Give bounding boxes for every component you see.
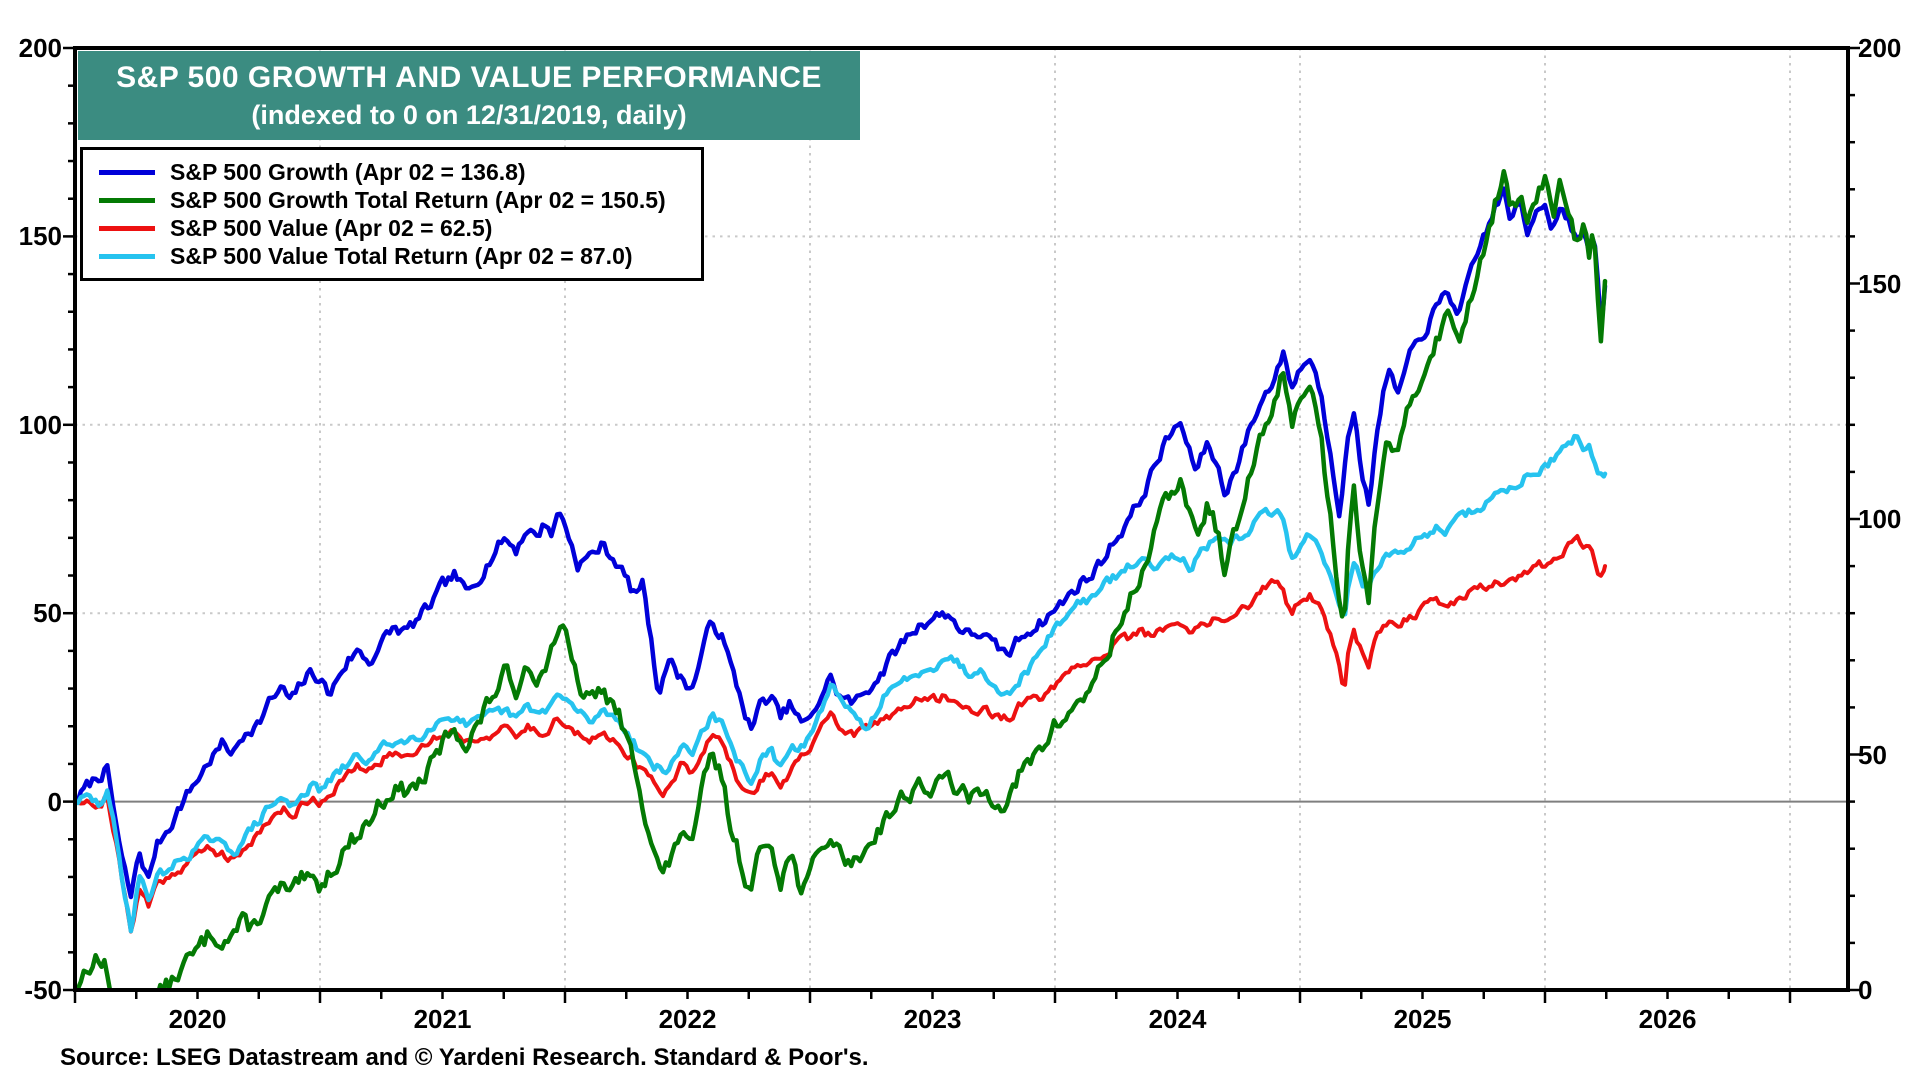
legend: S&P 500 Growth (Apr 02 = 136.8) S&P 500 …: [80, 147, 704, 281]
y-right-label-200: 200: [1858, 33, 1902, 63]
y-left-label--50: -50: [24, 975, 62, 1005]
source-note: Source: LSEG Datastream and © Yardeni Re…: [60, 1044, 869, 1071]
plot-border: [73, 46, 1850, 992]
y-left-label-200: 200: [18, 33, 62, 63]
chart-title: S&P 500 GROWTH AND VALUE PERFORMANCE: [116, 60, 822, 94]
legend-label-value-total-return: S&P 500 Value Total Return (Apr 02 = 87.…: [170, 242, 633, 269]
x-year-label-2021: 2021: [413, 1004, 472, 1034]
legend-swatch-value-total-return: [99, 253, 155, 259]
y-right-label-150: 150: [1858, 268, 1902, 299]
y-right-label-100: 100: [1858, 504, 1902, 534]
legend-label-growth: S&P 500 Growth (Apr 02 = 136.8): [170, 158, 526, 185]
series-line-s-p-500-growth-total-return: [75, 168, 1608, 990]
series-line-s-p-500-value: [75, 534, 1607, 934]
y-right-label-50: 50: [1858, 739, 1887, 770]
legend-swatch-growth: [99, 169, 155, 175]
y-left-label-0: 0: [47, 786, 62, 817]
legend-item-value: S&P 500 Value (Apr 02 = 62.5): [99, 214, 691, 242]
chart-subtitle: (indexed to 0 on 12/31/2019, daily): [251, 99, 687, 130]
x-year-label-2025: 2025: [1393, 1004, 1452, 1034]
legend-swatch-growth-total-return: [99, 197, 155, 203]
legend-swatch-value: [99, 225, 155, 231]
legend-item-growth-total-return: S&P 500 Growth Total Return (Apr 02 = 15…: [99, 186, 691, 214]
y-left-label-150: 150: [18, 221, 62, 252]
legend-label-value: S&P 500 Value (Apr 02 = 62.5): [170, 214, 493, 241]
chart-title-box: S&P 500 GROWTH AND VALUE PERFORMANCE (in…: [78, 51, 860, 140]
legend-label-growth-total-return: S&P 500 Growth Total Return (Apr 02 = 15…: [170, 186, 666, 213]
x-year-label-2026: 2026: [1638, 1004, 1697, 1034]
series-line-s-p-500-value-total-return: [75, 433, 1608, 934]
y-left-label-100: 100: [18, 409, 62, 440]
x-year-label-2020: 2020: [168, 1004, 227, 1034]
x-year-label-2023: 2023: [903, 1004, 962, 1034]
x-year-label-2024: 2024: [1148, 1004, 1207, 1034]
x-year-label-2022: 2022: [658, 1004, 717, 1034]
legend-item-value-total-return: S&P 500 Value Total Return (Apr 02 = 87.…: [99, 242, 691, 270]
y-left-label-50: 50: [33, 598, 62, 629]
legend-item-growth: S&P 500 Growth (Apr 02 = 136.8): [99, 158, 691, 186]
y-right-label-0: 0: [1858, 975, 1873, 1005]
gridlines: [75, 48, 1848, 990]
